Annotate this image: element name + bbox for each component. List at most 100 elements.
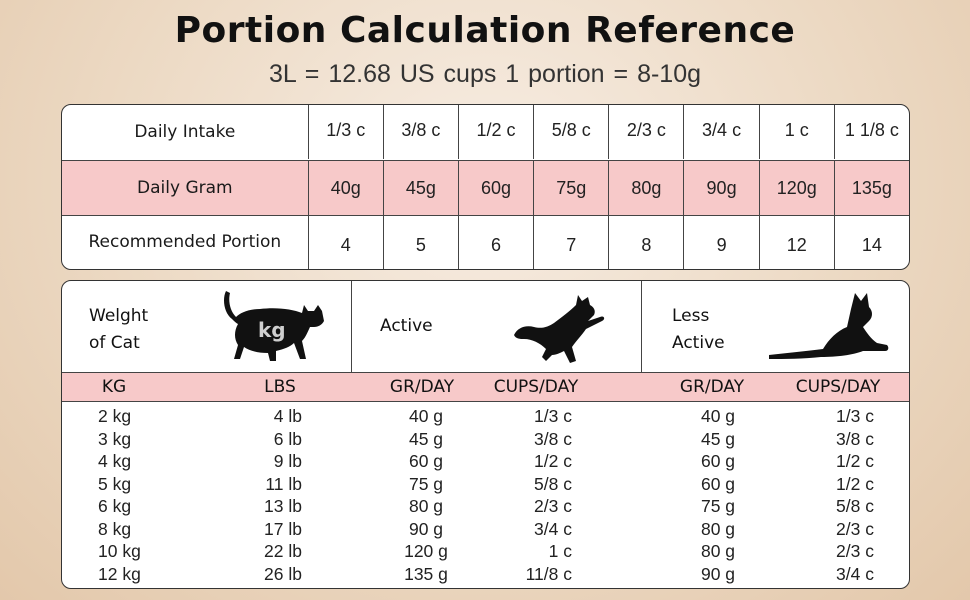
table-cell: 5 kg <box>98 473 132 494</box>
table-row: 8 kg 17 lb 90 g 3/4 c 80 g 2/3 c <box>62 518 909 541</box>
lying-cat-icon <box>767 287 891 361</box>
intake-cell: 80g <box>609 161 685 215</box>
table-cell: 80 g <box>408 496 444 516</box>
table-cell: 3/4 c <box>534 518 572 539</box>
table-cell: 26 lb <box>264 563 302 584</box>
table-cell: 3/8 c <box>534 428 572 449</box>
intake-cell: 75g <box>534 161 610 215</box>
table-cell: 3/8 c <box>836 428 874 449</box>
table-cell: 1/2 c <box>836 473 874 494</box>
weight-rows: 2 kg 4 lb 40 g 1/3 c 40 g 1/3 c 3 kg 6 lb 45 g 3/… <box>62 405 909 585</box>
intake-cell: 12 <box>760 215 835 269</box>
intake-cell: 1 1/8 c <box>844 119 899 140</box>
table-cell: 5/8 c <box>836 496 874 516</box>
table-cell: 11/8 c <box>525 563 572 584</box>
active-section-label: Active <box>380 316 433 336</box>
intake-cell: 5 <box>384 215 459 269</box>
intake-cell: 90g <box>684 161 760 215</box>
intake-cell: 9 <box>684 215 760 269</box>
intake-cell: 1/3 c <box>309 105 384 159</box>
intake-cell: 1/2 c <box>459 105 535 159</box>
table-cell: 75 g <box>408 473 444 494</box>
table-cell: 90 g <box>408 518 444 539</box>
table-row: 6 kg 13 lb 80 g 2/3 c 75 g 5/8 c <box>62 495 909 518</box>
table-cell: 22 lb <box>264 541 302 561</box>
intake-cell: 4 <box>309 215 384 269</box>
table-cell: 120 g <box>404 541 448 561</box>
kg-badge: kg <box>258 318 286 342</box>
intake-row: Daily Intake 1/3 c 3/8 c 1/2 c 5/8 c 2/3 c 3/4… <box>62 105 909 159</box>
page-subtitle: 3L = 12.68 US cups 1 portion = 8-10g <box>268 60 702 88</box>
intake-row-label: Recommended Portion <box>62 215 309 269</box>
intake-cell: 6 <box>459 215 535 269</box>
table-cell: 4 lb <box>273 406 302 426</box>
table-cell: 80 g <box>700 518 736 539</box>
table-cell: 1/3 c <box>836 406 874 426</box>
table-row: 10 kg 22 lb 120 g 1 c 80 g 2/3 c <box>62 540 909 563</box>
less-active-section-label: Less Active <box>672 306 725 353</box>
weight-section-label: Welght of Cat <box>89 306 149 353</box>
table-cell: 90 g <box>700 563 736 584</box>
intake-cell: 2/3 c <box>609 105 685 159</box>
table-cell: 40 g <box>408 406 444 426</box>
table-cell: 12 kg <box>98 563 141 584</box>
table-cell: 1/2 c <box>534 451 572 471</box>
table-cell: 60 g <box>700 451 736 471</box>
intake-row-label: Daily Gram <box>62 161 309 215</box>
table-cell: 60 g <box>700 473 736 494</box>
table-cell: 45 g <box>408 428 444 449</box>
weight-portion-table: Welght of Cat kg Active Less Active KG LB… <box>61 280 910 589</box>
page-title: Portion Calculation Reference <box>174 10 796 51</box>
table-cell: 3/4 c <box>836 563 874 584</box>
table-cell: 6 kg <box>98 496 132 516</box>
column-header-band <box>62 372 909 402</box>
intake-cell: 3/4 c <box>684 105 760 159</box>
table-cell: 13 lb <box>264 496 302 516</box>
section-divider <box>641 281 642 401</box>
intake-cell: 5/8 c <box>534 105 610 159</box>
intake-cell: 135g <box>851 177 892 198</box>
column-header: CUPS/DAY <box>493 377 579 397</box>
playing-cat-icon <box>512 287 612 365</box>
intake-cell: 3/8 c <box>384 105 459 159</box>
table-cell: 80 g <box>700 541 736 561</box>
column-header: CUPS/DAY <box>795 377 881 397</box>
table-row: 2 kg 4 lb 40 g 1/3 c 40 g 1/3 c <box>62 405 909 428</box>
table-cell: 9 lb <box>273 451 302 471</box>
intake-cell: 45g <box>384 161 459 215</box>
table-cell: 11 lb <box>265 473 302 494</box>
intake-row: Recommended Portion 4 5 6 7 8 9 12 14 <box>62 215 909 269</box>
daily-intake-table: Daily Intake 1/3 c 3/8 c 1/2 c 5/8 c 2/3 c 3/4… <box>61 104 910 270</box>
column-header: GR/DAY <box>679 377 745 397</box>
standing-cat-icon: kg <box>220 287 328 363</box>
column-header: KG <box>101 377 127 397</box>
column-header: GR/DAY <box>389 377 455 397</box>
table-cell: 2 kg <box>98 406 132 426</box>
intake-cell: 7 <box>534 215 610 269</box>
column-header: LBS <box>264 377 296 397</box>
intake-cell: 60g <box>459 161 535 215</box>
table-cell: 1/3 c <box>534 406 572 426</box>
intake-cell: 40g <box>309 161 384 215</box>
table-cell: 45 g <box>700 428 736 449</box>
intake-cell: 1 c <box>760 105 835 159</box>
table-row: 3 kg 6 lb 45 g 3/8 c 45 g 3/8 c <box>62 428 909 451</box>
intake-cell: 14 <box>861 234 882 255</box>
table-cell: 2/3 c <box>534 496 572 516</box>
table-cell: 1 c <box>548 541 572 561</box>
table-cell: 4 kg <box>98 451 132 471</box>
table-cell: 10 kg <box>98 541 141 561</box>
table-cell: 2/3 c <box>836 541 874 561</box>
table-cell: 135 g <box>404 563 448 584</box>
table-cell: 17 lb <box>264 518 302 539</box>
table-cell: 60 g <box>408 451 444 471</box>
table-cell: 8 kg <box>98 518 132 539</box>
table-cell: 6 lb <box>273 428 302 449</box>
table-cell: 1/2 c <box>836 451 874 471</box>
table-row: 12 kg 26 lb 135 g 11/8 c 90 g 3/4 c <box>62 563 909 586</box>
section-divider <box>351 281 352 401</box>
intake-row-label: Daily Intake <box>62 105 309 159</box>
table-cell: 3 kg <box>98 428 132 449</box>
table-row: 5 kg 11 lb 75 g 5/8 c 60 g 1/2 c <box>62 473 909 496</box>
table-cell: 75 g <box>700 496 736 516</box>
